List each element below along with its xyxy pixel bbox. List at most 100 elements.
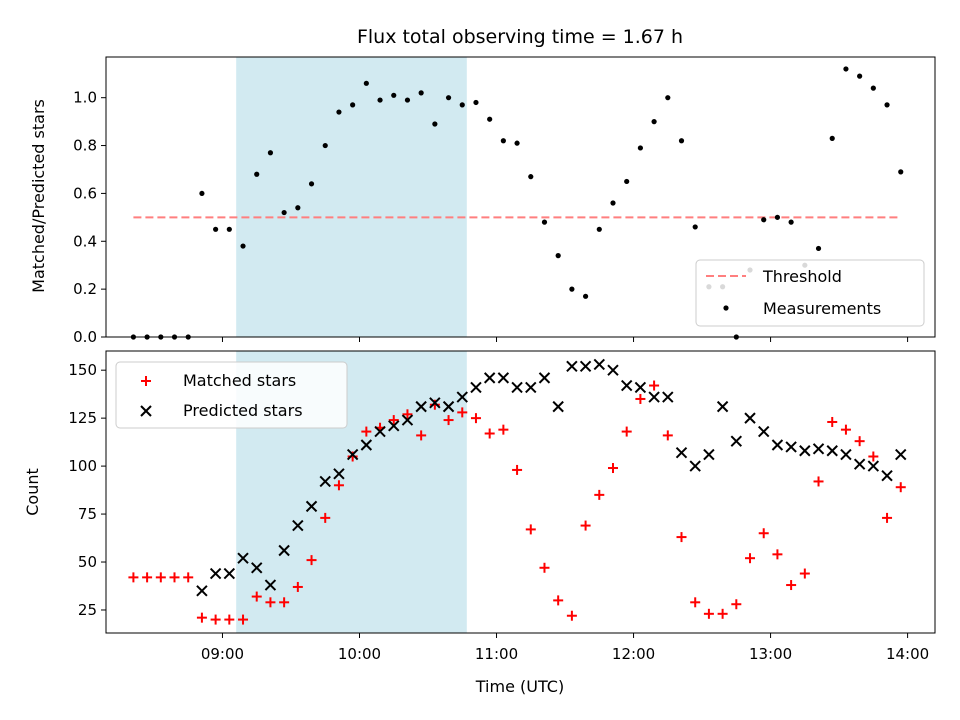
x-stroke-2 <box>785 441 797 453</box>
measurement-point <box>541 219 548 225</box>
x-axis-label: Time (UTC) <box>475 677 564 696</box>
x-stroke-2 <box>429 397 441 409</box>
matched-star-point <box>443 415 454 426</box>
matched-star-point <box>566 610 577 621</box>
measurement-point <box>843 66 849 72</box>
measurement-point <box>445 95 452 101</box>
measurement-point <box>267 150 274 156</box>
predicted-star-point <box>689 460 701 472</box>
matched-star-point <box>416 430 427 441</box>
x-stroke-2 <box>305 500 318 513</box>
predicted-star-point <box>620 379 633 392</box>
x-stroke-2 <box>689 460 701 472</box>
matched-star-point <box>635 393 646 404</box>
x-stroke-2 <box>662 391 674 403</box>
matched-star-point <box>690 597 701 608</box>
axes-frame <box>105 56 936 338</box>
measurement-point <box>377 97 383 103</box>
x-stroke-2 <box>607 364 619 376</box>
x-stroke-2 <box>895 448 907 461</box>
matched-star-point <box>621 426 632 437</box>
x-stroke-2 <box>278 544 290 557</box>
measurement-point <box>651 119 657 125</box>
y-tick-label: 1.0 <box>73 89 97 107</box>
x-stroke-2 <box>292 519 304 532</box>
bottom-legend: Matched stars Predicted stars <box>115 361 348 429</box>
bottom-panel: 25 50 75 100 125 150 09:00 10:00 11:00 12:00 13:00… <box>68 350 936 663</box>
x-stroke-2 <box>716 400 729 413</box>
x-stroke-2 <box>593 358 605 371</box>
predicted-star-point <box>305 500 318 513</box>
matched-star-point <box>183 572 194 583</box>
x-stroke-2 <box>634 381 647 394</box>
x-stroke-2 <box>799 445 811 457</box>
bottom-y-axis-label: Count <box>23 468 42 516</box>
predicted-star-point <box>388 420 400 432</box>
x-stroke-2 <box>758 425 770 438</box>
matched-star-point <box>649 380 660 391</box>
matched-star-point <box>594 489 605 500</box>
measurement-point <box>295 205 301 211</box>
measurement-point <box>678 138 685 144</box>
predicted-star-point <box>346 448 359 461</box>
predicted-star-point <box>744 412 756 424</box>
matched-star-point <box>580 520 591 531</box>
predicted-star-point <box>853 458 866 470</box>
predicted-star-point <box>374 425 386 438</box>
measurement-point <box>610 200 616 206</box>
matched-star-point <box>196 612 207 623</box>
measurement-point <box>226 226 232 232</box>
x-stroke-2 <box>497 372 510 384</box>
predicted-star-point <box>497 372 510 384</box>
measurement-point <box>624 178 630 185</box>
measurement-point <box>199 190 205 197</box>
matched-star-point <box>361 426 372 437</box>
x-stroke-2 <box>415 400 427 413</box>
measurement-point <box>637 145 643 151</box>
predicted-star-point <box>264 579 277 591</box>
matched-star-point <box>772 549 783 560</box>
predicted-star-point <box>716 400 729 413</box>
measurement-point <box>569 286 575 292</box>
top-panel: 0.0 0.2 0.4 0.6 0.8 1.0 Threshold Measurements <box>73 56 936 346</box>
predicted-star-point <box>648 391 660 403</box>
predicted-star-point <box>470 381 482 394</box>
matched-star-point <box>539 562 550 573</box>
matched-star-point <box>498 424 509 435</box>
predicted-star-point <box>771 439 784 451</box>
y-tick-label: 0.2 <box>73 280 97 298</box>
predicted-star-point <box>209 567 222 580</box>
matched-star-point <box>155 572 166 583</box>
measurement-point <box>487 116 493 122</box>
measurement-point <box>432 121 438 127</box>
measurement-point <box>336 109 342 115</box>
x-stroke-2 <box>360 439 373 451</box>
matched-star-point <box>320 512 331 523</box>
matched-star-point <box>799 568 810 579</box>
matched-star-point <box>224 614 235 625</box>
legend-x-2 <box>140 405 152 417</box>
legend-matched-label: Matched stars <box>183 371 296 390</box>
legend-box <box>695 259 925 327</box>
matched-star-point <box>868 451 879 462</box>
x-stroke-2 <box>703 448 715 461</box>
matched-star-point <box>238 614 249 625</box>
measurement-point <box>418 90 424 96</box>
x-stroke-2 <box>867 460 880 472</box>
y-tick-label: 0.6 <box>73 184 97 202</box>
predicted-star-point <box>840 448 852 461</box>
predicted-star-point <box>730 435 743 447</box>
measurement-point <box>774 214 781 220</box>
legend-threshold-label: Threshold <box>762 267 842 286</box>
predicted-star-point <box>223 567 236 580</box>
predicted-star-point <box>196 585 208 597</box>
matched-star-point <box>279 597 290 608</box>
x-stroke-2 <box>374 425 386 438</box>
x-stroke-2 <box>483 372 496 384</box>
measurement-point <box>528 174 534 180</box>
x-stroke-2 <box>264 579 277 591</box>
x-stroke-2 <box>812 443 825 455</box>
matched-star-point <box>717 608 728 619</box>
x-stroke-2 <box>346 448 359 461</box>
